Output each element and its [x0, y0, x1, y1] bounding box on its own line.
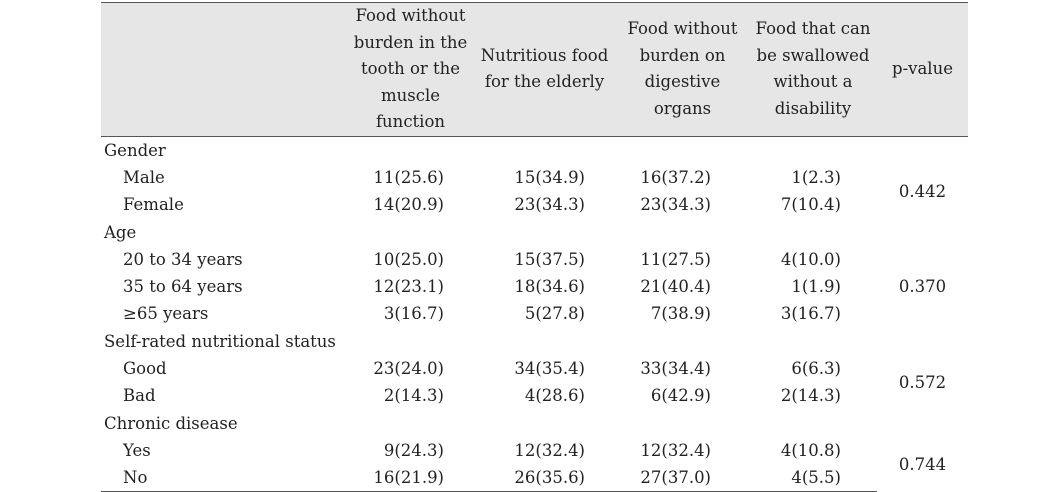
value-cell-col4: 1(2.3): [791, 167, 841, 187]
value-cell-col1: 16(21.9): [348, 464, 473, 492]
value-cell-col2: 15(34.9): [514, 167, 585, 187]
value-cell-col4: 3(16.7): [780, 304, 841, 324]
value-cell-col3: 33(34.4): [640, 359, 711, 379]
empty-cell: [348, 328, 473, 355]
table-row: Yes 9(24.3) 12(32.4) 12(32.4) 4(10.8) 0.744: [101, 437, 968, 474]
group-label: Self-rated nutritional status: [104, 331, 336, 351]
header-nutritious-food: Nutritious food for the elderly: [473, 2, 616, 137]
group-label: Age: [104, 222, 137, 242]
empty-cell: [616, 136, 749, 164]
header-row: Food without burden in the tooth or the …: [101, 2, 968, 137]
value-cell-col4: 7(10.4): [780, 195, 841, 215]
value-cell-col2: 34(35.4): [514, 359, 585, 379]
value-cell-col4: 4(5.5): [749, 464, 877, 492]
table-row: Female 14(20.9) 23(34.3) 23(34.3) 7(10.4): [101, 191, 968, 218]
group-label: Chronic disease: [104, 413, 238, 433]
table-row: 20 to 34 years 10(25.0) 15(37.5) 11(27.5) 4(…: [101, 246, 968, 296]
group-row: Age: [101, 218, 968, 245]
p-value-cell: 0.442: [898, 181, 947, 201]
header-empty: [101, 2, 348, 137]
table-row: ≥65 years 3(16.7) 5(27.8) 7(38.9) 3(16.7): [101, 300, 968, 327]
p-value-cell: 0.572: [898, 372, 947, 392]
row-label: ≥65 years: [123, 304, 209, 324]
row-label: Male: [123, 167, 165, 187]
header-tooth-muscle-food: Food without burden in the tooth or the …: [348, 2, 473, 137]
value-cell-col1: 10(25.0): [373, 249, 444, 269]
table-body: Gender Male 11(25.6) 15(34.9) 16(37.2) 1(2.3)…: [101, 136, 968, 492]
empty-cell: [616, 328, 749, 355]
value-cell-col4: 1(1.9): [791, 277, 841, 297]
row-label: Yes: [123, 440, 151, 460]
value-cell-col3: 27(37.0): [616, 464, 749, 492]
value-cell-col2: 23(34.3): [514, 195, 585, 215]
table-row: 35 to 64 years 12(23.1) 18(34.6) 21(40.4) 1(…: [101, 273, 968, 300]
empty-cell: [877, 409, 968, 436]
row-label: Female: [123, 195, 184, 215]
row-label: Good: [123, 359, 167, 379]
value-cell-col3: 7(38.9): [650, 304, 711, 324]
value-cell-col3: 16(37.2): [640, 167, 711, 187]
value-cell-col1: 3(16.7): [383, 304, 444, 324]
value-cell-col1: 14(20.9): [373, 195, 444, 215]
value-cell-col2: 26(35.6): [473, 464, 616, 492]
row-label: 35 to 64 years: [123, 277, 243, 297]
value-cell-col3: 23(34.3): [640, 195, 711, 215]
value-cell-col2: 4(28.6): [524, 386, 585, 406]
empty-cell: [473, 409, 616, 436]
empty-cell: [877, 328, 968, 355]
value-cell-col3: 12(32.4): [640, 440, 711, 460]
empty-cell: [473, 328, 616, 355]
empty-cell: [749, 136, 877, 164]
value-cell-col4: 6(6.3): [791, 359, 841, 379]
value-cell-col1: 23(24.0): [373, 359, 444, 379]
row-label: 20 to 34 years: [123, 249, 243, 269]
row-label: No: [101, 464, 348, 492]
empty-cell: [877, 218, 968, 245]
data-table: Food without burden in the tooth or the …: [101, 2, 968, 492]
empty-cell: [473, 136, 616, 164]
table-row: Male 11(25.6) 15(34.9) 16(37.2) 1(2.3) 0.442: [101, 164, 968, 201]
header-p-value: p-value: [877, 2, 968, 137]
table-row: Good 23(24.0) 34(35.4) 33(34.4) 6(6.3) 0.572: [101, 355, 968, 392]
empty-cell: [348, 409, 473, 436]
value-cell-col2: 18(34.6): [514, 277, 585, 297]
empty-cell: [473, 218, 616, 245]
empty-cell: [749, 328, 877, 355]
p-value-cell: 0.744: [898, 454, 947, 474]
group-row: Self-rated nutritional status: [101, 328, 968, 355]
group-row: Chronic disease: [101, 409, 968, 436]
value-cell-col2: 5(27.8): [524, 304, 585, 324]
empty-cell: [749, 409, 877, 436]
empty-cell: [616, 218, 749, 245]
header-swallow-food: Food that can be swallowed without a dis…: [749, 2, 877, 137]
empty-cell: [616, 409, 749, 436]
empty-cell: [348, 136, 473, 164]
empty-cell: [749, 218, 877, 245]
value-cell-col1: 9(24.3): [383, 440, 444, 460]
p-value-cell: 0.370: [898, 277, 947, 297]
value-cell-col1: 12(23.1): [373, 277, 444, 297]
value-cell-col1: 11(25.6): [373, 167, 444, 187]
value-cell-col4: 4(10.8): [780, 440, 841, 460]
value-cell-col2: 15(37.5): [514, 249, 585, 269]
value-cell-col3: 11(27.5): [640, 249, 711, 269]
value-cell-col4: 4(10.0): [780, 249, 841, 269]
group-label: Gender: [104, 140, 166, 160]
value-cell-col2: 12(32.4): [514, 440, 585, 460]
row-label: Bad: [123, 386, 156, 406]
value-cell-col3: 21(40.4): [640, 277, 711, 297]
value-cell-col3: 6(42.9): [650, 386, 711, 406]
table-row: No 16(21.9) 26(35.6) 27(37.0) 4(5.5): [101, 464, 968, 492]
table-row: Bad 2(14.3) 4(28.6) 6(42.9) 2(14.3): [101, 382, 968, 409]
empty-cell: [348, 218, 473, 245]
value-cell-col4: 2(14.3): [780, 386, 841, 406]
value-cell-col1: 2(14.3): [383, 386, 444, 406]
group-row: Gender: [101, 136, 968, 164]
header-digestive-food: Food without burden on digestive organs: [616, 2, 749, 137]
empty-cell: [877, 136, 968, 164]
